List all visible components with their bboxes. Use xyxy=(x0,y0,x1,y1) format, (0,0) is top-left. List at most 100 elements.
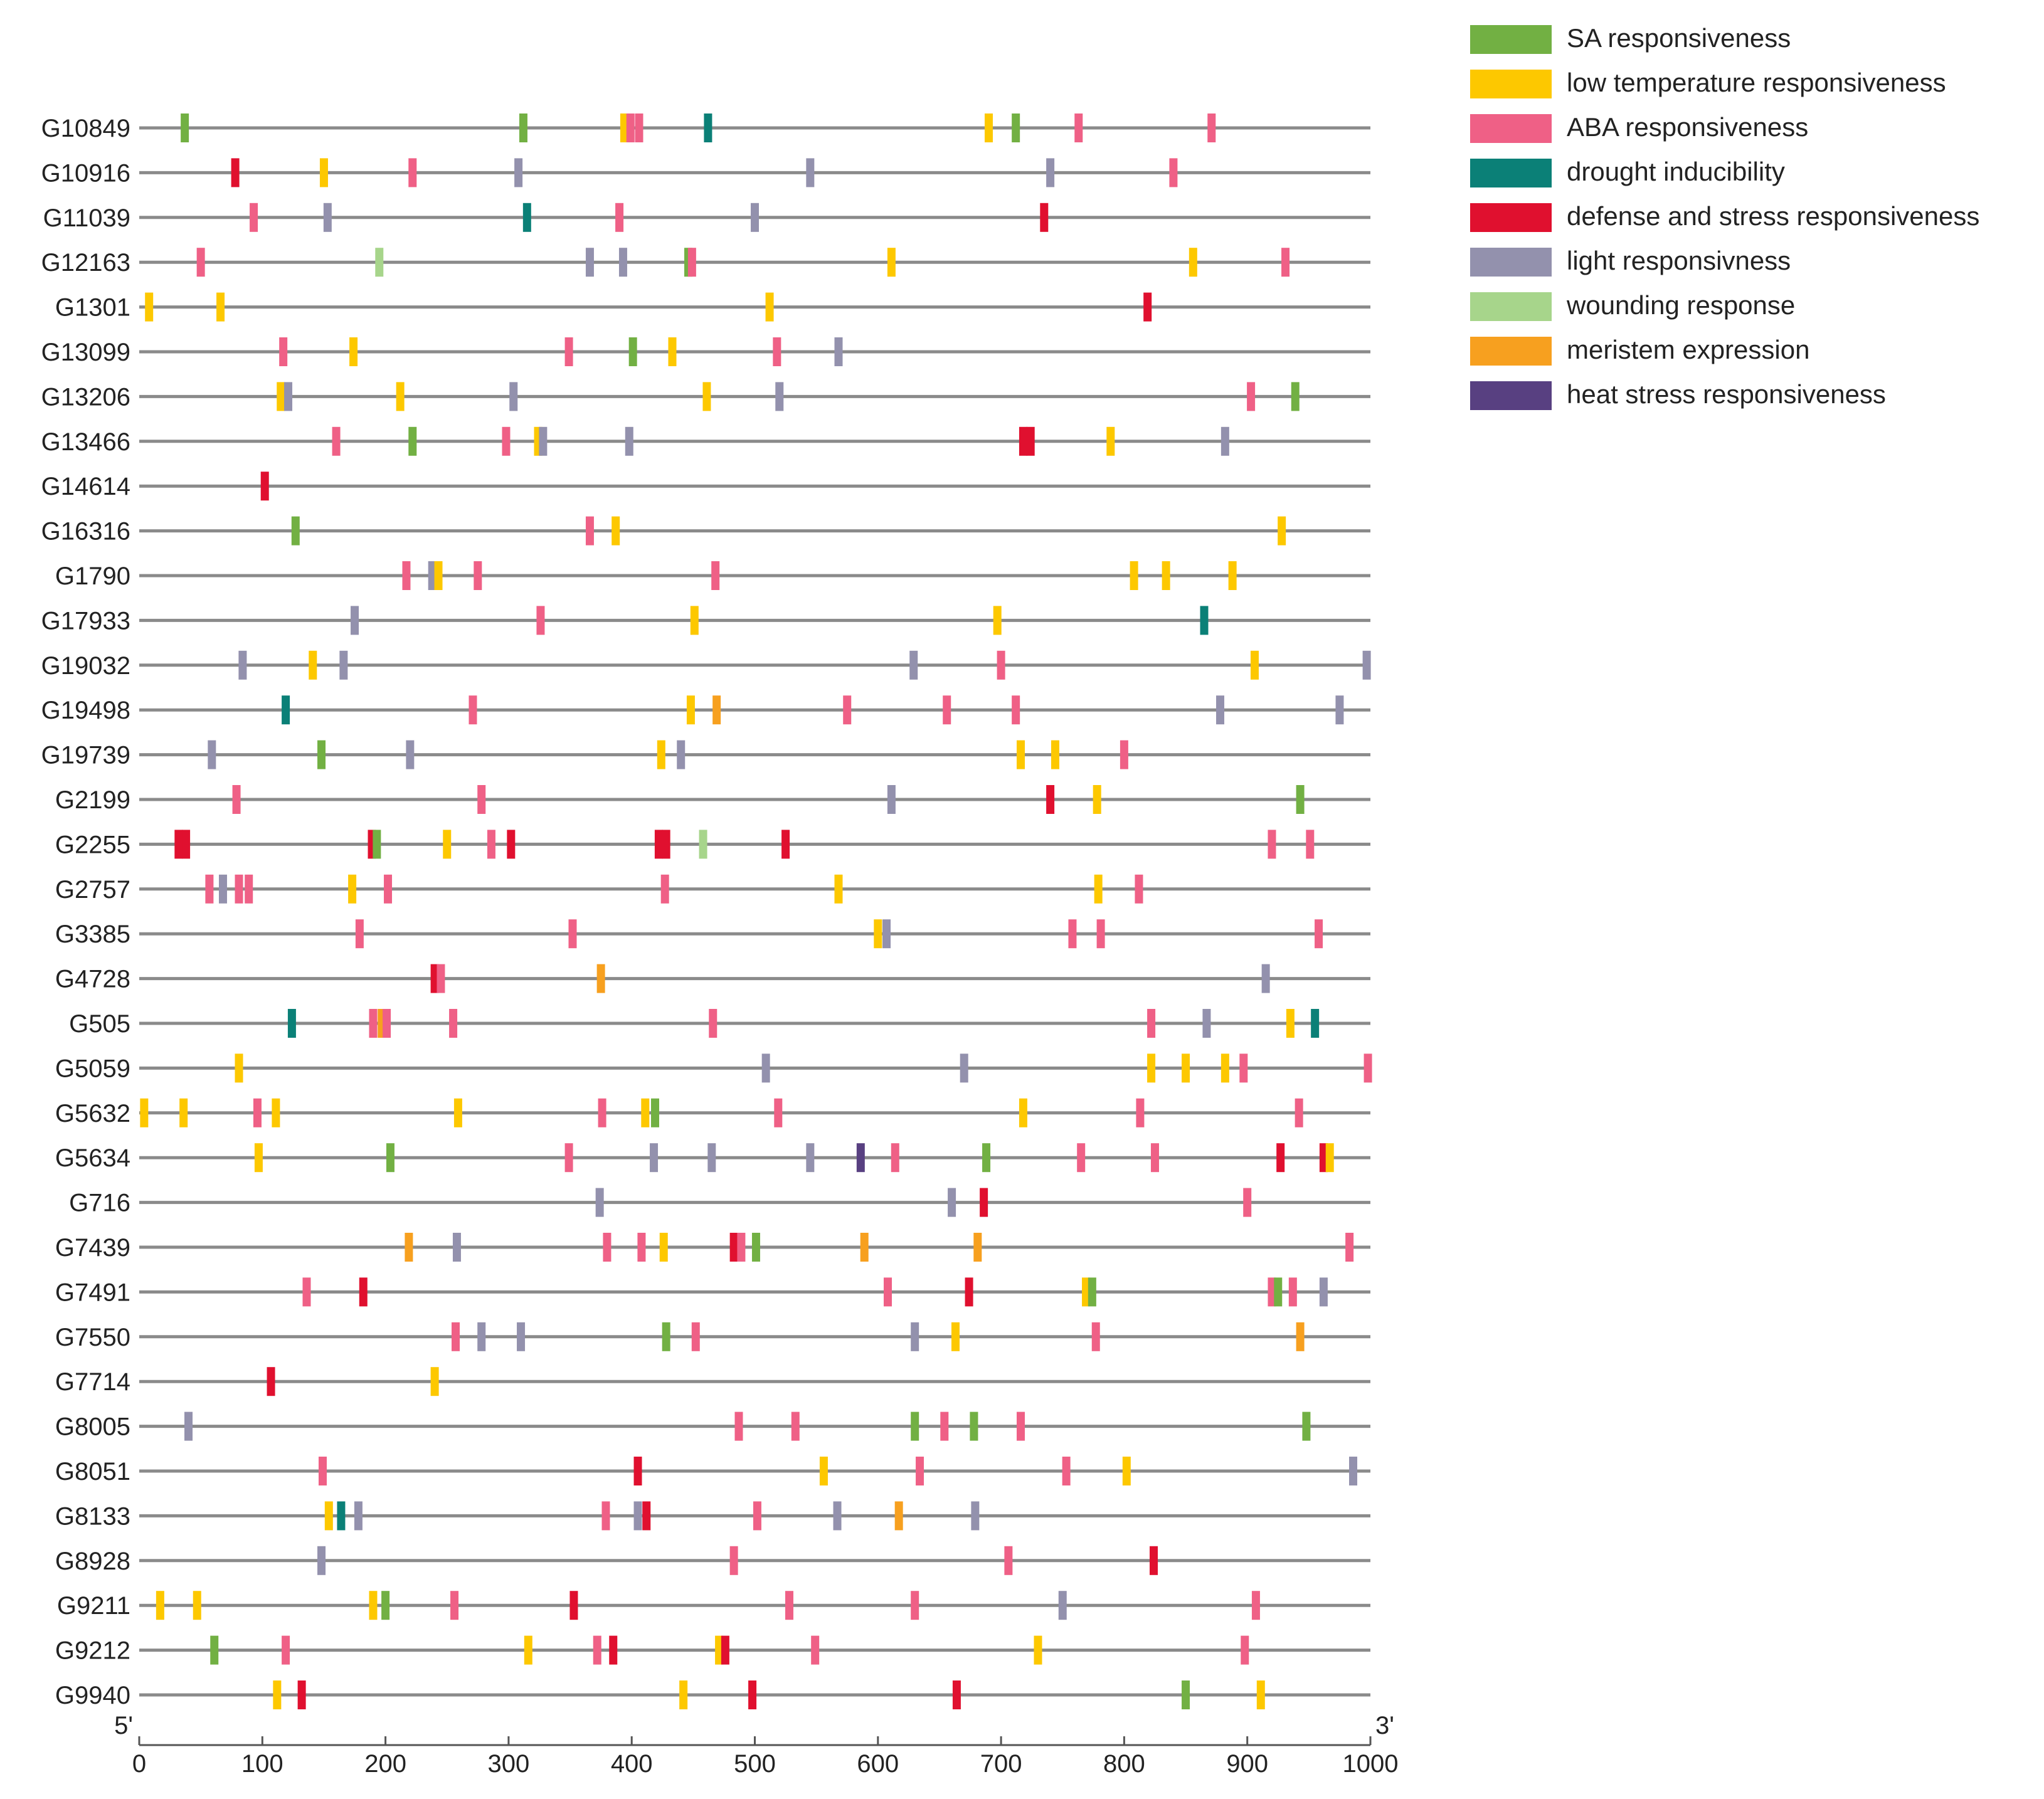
legend-label: light responsivness xyxy=(1567,246,1791,275)
element-mark-aba xyxy=(811,1635,820,1665)
legend-label: meristem expression xyxy=(1567,335,1809,364)
element-mark-def xyxy=(654,830,663,859)
element-mark-ltr xyxy=(254,1143,263,1173)
gene-label: G17933 xyxy=(41,607,130,635)
element-mark-aba xyxy=(1120,740,1128,769)
gene-label: G19498 xyxy=(41,697,130,724)
element-mark-aba xyxy=(1062,1457,1071,1485)
x-axis: 0 100 200 300 400 500 600 700 800 900 1000 5' 3' xyxy=(114,1712,1398,1778)
element-mark-aba xyxy=(709,1009,718,1038)
element-mark-aba xyxy=(1077,1143,1086,1173)
gene-label: G5634 xyxy=(55,1144,130,1172)
element-mark-aba xyxy=(502,426,511,456)
element-mark-aba xyxy=(1241,1635,1249,1665)
element-mark-light xyxy=(323,203,332,232)
legend-item: drought inducibility xyxy=(1470,157,1785,187)
gene-label: G11039 xyxy=(43,204,130,232)
gene-label: G1301 xyxy=(55,294,130,322)
element-mark-aba xyxy=(384,874,393,904)
element-mark-sa xyxy=(1296,785,1305,814)
element-mark-aba xyxy=(1068,919,1077,949)
element-mark-aba xyxy=(1017,1411,1025,1441)
gene-row: G2255 xyxy=(55,830,1370,859)
element-mark-def xyxy=(965,1277,973,1307)
element-mark-aba xyxy=(1268,1277,1276,1307)
element-mark-aba xyxy=(891,1143,899,1173)
element-mark-aba xyxy=(1004,1546,1013,1575)
element-mark-ltr xyxy=(216,292,225,322)
gene-row: G7714 xyxy=(55,1367,1370,1396)
element-mark-ltr xyxy=(348,874,357,904)
element-mark-def xyxy=(609,1635,618,1665)
gene-row: G1301 xyxy=(55,292,1370,322)
element-mark-light xyxy=(539,426,548,456)
gene-row: G8051 xyxy=(55,1457,1370,1485)
element-mark-sa xyxy=(181,113,189,142)
element-mark-ltr xyxy=(657,740,665,769)
element-mark-def xyxy=(267,1367,275,1396)
element-mark-ltr xyxy=(1034,1635,1042,1665)
gene-label: G13206 xyxy=(41,383,130,411)
element-mark-ltr xyxy=(1093,785,1101,814)
element-mark-light xyxy=(1261,964,1270,993)
gene-row: G5632 xyxy=(55,1098,1370,1127)
legend-item: meristem expression xyxy=(1470,335,1809,366)
element-mark-light xyxy=(595,1188,604,1217)
element-mark-light xyxy=(887,785,896,814)
element-mark-sa xyxy=(650,1098,659,1127)
element-mark-light xyxy=(677,740,686,769)
gene-row: G9940 xyxy=(55,1680,1370,1709)
element-mark-ltr xyxy=(690,606,699,635)
element-mark-aba xyxy=(449,1009,458,1038)
gene-row: G10916 xyxy=(41,158,1370,187)
element-mark-aba xyxy=(687,248,696,277)
element-mark-ltr xyxy=(443,830,452,859)
element-mark-aba xyxy=(450,1591,459,1620)
legend-item: low temperature responsiveness xyxy=(1470,68,1946,98)
tick-label: 800 xyxy=(1103,1750,1145,1778)
element-mark-light xyxy=(948,1188,956,1217)
gene-label: G7550 xyxy=(55,1324,130,1351)
element-mark-aba xyxy=(250,203,258,232)
gene-row: G5059 xyxy=(55,1053,1372,1083)
element-mark-light xyxy=(517,1322,526,1351)
element-mark-aba xyxy=(245,874,253,904)
gene-row: G7439 xyxy=(55,1233,1370,1262)
legend-label: low temperature responsiveness xyxy=(1567,68,1946,97)
gene-row: G13466 xyxy=(41,426,1370,456)
element-mark-sa xyxy=(1088,1277,1096,1307)
legend-swatch xyxy=(1470,337,1552,366)
element-mark-light xyxy=(806,1143,815,1173)
element-mark-wound xyxy=(699,830,707,859)
element-mark-ltr xyxy=(668,337,677,366)
element-mark-ltr xyxy=(641,1098,650,1127)
element-mark-ltr xyxy=(1256,1680,1265,1709)
element-mark-aba xyxy=(884,1277,892,1307)
legend-swatch xyxy=(1470,70,1552,98)
element-mark-aba xyxy=(943,695,951,725)
element-mark-aba xyxy=(1247,382,1256,411)
element-mark-light xyxy=(1319,1277,1328,1307)
element-mark-aba xyxy=(487,830,495,859)
element-mark-light xyxy=(218,874,227,904)
gene-row: G12163 xyxy=(41,248,1370,277)
element-mark-light xyxy=(909,650,918,680)
element-mark-mer xyxy=(405,1233,413,1262)
element-mark-light xyxy=(452,1233,461,1262)
element-mark-ltr xyxy=(834,874,843,904)
element-mark-ltr xyxy=(273,1680,282,1709)
element-mark-light xyxy=(1202,1009,1211,1038)
element-mark-light xyxy=(1349,1457,1358,1485)
element-mark-aba xyxy=(1243,1188,1252,1217)
element-mark-aba xyxy=(1096,919,1105,949)
element-mark-light xyxy=(834,337,843,366)
element-mark-def xyxy=(569,1591,578,1620)
element-mark-mer xyxy=(894,1501,903,1531)
element-mark-ltr xyxy=(1189,248,1197,277)
element-mark-aba xyxy=(1345,1233,1354,1262)
element-mark-ltr xyxy=(984,113,993,142)
gene-row: G505 xyxy=(69,1009,1370,1038)
element-mark-def xyxy=(729,1233,738,1262)
element-mark-light xyxy=(650,1143,659,1173)
legend-label: defense and stress responsiveness xyxy=(1567,201,1979,231)
